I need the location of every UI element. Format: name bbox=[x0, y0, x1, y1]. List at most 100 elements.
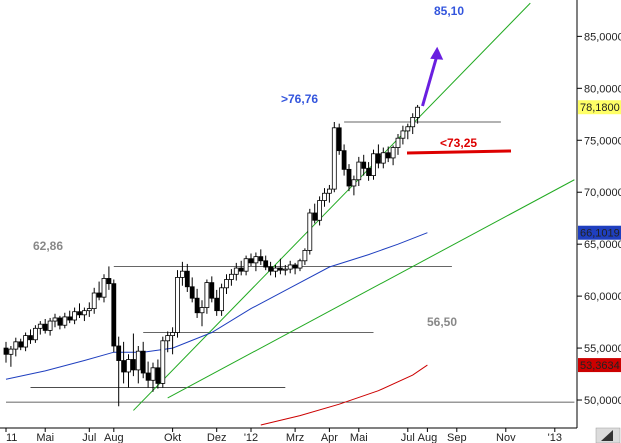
candle bbox=[145, 361, 151, 388]
x-axis-ticks: 11 Mai Jul Aug Okt Dez '12 Mrz Apr Mai Jul Aug Sep No… bbox=[5, 428, 562, 443]
candle-body bbox=[37, 323, 43, 329]
candle bbox=[268, 261, 274, 276]
moving-averages bbox=[5, 232, 428, 426]
candle bbox=[263, 255, 269, 271]
annotation-level-high: 62,86 bbox=[33, 239, 63, 253]
candle bbox=[23, 332, 29, 352]
candle bbox=[302, 248, 308, 265]
candle bbox=[91, 287, 97, 314]
x-tick-label: Apr bbox=[321, 432, 338, 443]
x-tick-label: '13 bbox=[548, 432, 562, 443]
candle-body bbox=[312, 212, 318, 221]
candle-body bbox=[297, 260, 303, 269]
price-label: 53,3634 bbox=[578, 358, 621, 373]
candle-body bbox=[47, 320, 53, 331]
candle bbox=[140, 341, 146, 379]
candle bbox=[356, 156, 362, 186]
target-arrow-head bbox=[430, 46, 444, 60]
x-tick-label: Mrz bbox=[286, 432, 304, 443]
candle bbox=[224, 274, 229, 295]
candle bbox=[307, 208, 313, 255]
candle-body bbox=[322, 192, 327, 201]
candle bbox=[238, 260, 244, 276]
scroll-arrow-icon[interactable] bbox=[595, 427, 621, 443]
x-tick-label: Aug bbox=[104, 432, 124, 443]
candle bbox=[86, 302, 92, 317]
price-label: 78,1800 bbox=[578, 100, 621, 115]
candle-body bbox=[415, 106, 421, 118]
candle bbox=[33, 325, 38, 343]
x-tick-label: '12 bbox=[244, 432, 258, 443]
candle bbox=[135, 345, 141, 384]
candle bbox=[77, 303, 82, 318]
candle bbox=[67, 310, 73, 324]
candle-body bbox=[390, 147, 396, 159]
candle-body bbox=[96, 292, 102, 298]
candle-body bbox=[366, 167, 372, 176]
candle-body bbox=[86, 308, 92, 312]
candle bbox=[331, 121, 337, 193]
candle bbox=[346, 164, 352, 192]
candle bbox=[150, 362, 156, 392]
x-tick-label: Dez bbox=[207, 432, 227, 443]
candle-body bbox=[8, 348, 14, 355]
x-tick-label: Okt bbox=[164, 432, 181, 443]
candle bbox=[101, 274, 107, 303]
candle bbox=[292, 262, 298, 275]
candle-body bbox=[317, 200, 323, 221]
candle bbox=[273, 264, 278, 278]
candle-body bbox=[184, 270, 190, 288]
candle bbox=[243, 255, 249, 276]
candle-body bbox=[405, 126, 411, 132]
candle-body bbox=[179, 270, 185, 278]
candle-body bbox=[410, 117, 416, 128]
candle-body bbox=[189, 286, 195, 299]
candle bbox=[277, 258, 283, 275]
candle-body bbox=[140, 350, 146, 374]
candle-body bbox=[277, 267, 283, 271]
y-axis-ticks: 50,0000 55,0000 60,0000 65,0000 70,0000 75,00… bbox=[577, 31, 621, 407]
candle bbox=[361, 154, 367, 176]
horizontal-levels bbox=[6, 121, 575, 403]
y-tick-label: 85,0000 bbox=[584, 31, 621, 43]
candle-body bbox=[101, 278, 107, 298]
trendlines bbox=[133, 2, 575, 411]
candle bbox=[189, 277, 195, 303]
candle bbox=[82, 307, 87, 322]
candle-body bbox=[204, 282, 210, 308]
candle-body bbox=[135, 350, 141, 371]
candle bbox=[366, 162, 372, 181]
y-tick-label: 60,0000 bbox=[584, 291, 621, 303]
candle bbox=[121, 341, 126, 384]
candle bbox=[395, 134, 401, 155]
price-label-text: 66,1019 bbox=[580, 228, 620, 240]
candle bbox=[375, 144, 381, 169]
candle-body bbox=[263, 260, 269, 268]
candle bbox=[111, 279, 117, 353]
y-tick-label: 55,0000 bbox=[584, 343, 621, 355]
plot-background bbox=[0, 0, 577, 426]
annotation-stop: <73,25 bbox=[440, 136, 477, 150]
candle bbox=[28, 329, 33, 344]
candle bbox=[199, 300, 205, 327]
candle bbox=[371, 149, 376, 180]
candle-body bbox=[219, 287, 225, 312]
x-tick-label: Mai bbox=[350, 432, 368, 443]
candle bbox=[165, 331, 171, 353]
target-arrow-shaft bbox=[421, 54, 439, 107]
candle bbox=[8, 345, 14, 367]
candle bbox=[287, 260, 293, 274]
candle-body bbox=[273, 267, 278, 272]
candle bbox=[204, 279, 210, 314]
candle bbox=[57, 315, 63, 330]
candle-body bbox=[121, 360, 126, 373]
candle-body bbox=[233, 267, 239, 275]
candle-body bbox=[214, 297, 220, 312]
candle-body bbox=[326, 188, 332, 194]
candle bbox=[175, 270, 180, 338]
annotation-level-low: 56,50 bbox=[427, 315, 457, 329]
candle-body bbox=[33, 327, 38, 341]
candle bbox=[336, 123, 342, 155]
candle bbox=[400, 125, 406, 145]
candle-body bbox=[302, 250, 308, 262]
